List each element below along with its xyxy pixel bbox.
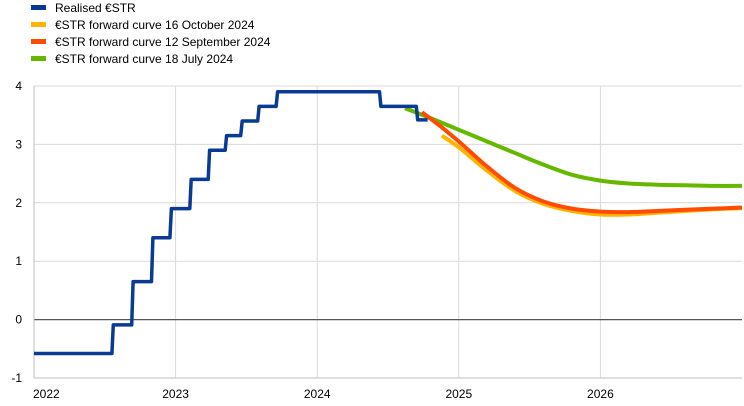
y-tick-label: 4 — [15, 79, 22, 93]
legend-label: Realised €STR — [55, 1, 136, 15]
x-tick-label: 2022 — [33, 387, 60, 401]
legend-label: €STR forward curve 16 October 2024 — [55, 18, 255, 32]
y-tick-label: 0 — [15, 313, 22, 327]
legend-swatch — [31, 22, 46, 27]
legend-label: €STR forward curve 18 July 2024 — [55, 52, 233, 66]
y-tick-label: 1 — [15, 254, 22, 268]
legend-swatch — [31, 39, 46, 44]
x-tick-label: 2024 — [304, 387, 331, 401]
y-tick-label: 3 — [15, 137, 22, 151]
legend-label: €STR forward curve 12 September 2024 — [55, 35, 271, 49]
series-line — [34, 90, 428, 356]
series-line — [420, 110, 743, 215]
y-tick-label: 2 — [15, 196, 22, 210]
y-tick-label: -1 — [11, 371, 22, 385]
x-tick-label: 2025 — [445, 387, 472, 401]
legend-swatch — [31, 5, 46, 10]
legend-swatch — [31, 56, 46, 61]
x-tick-label: 2023 — [162, 387, 189, 401]
series-line — [404, 106, 743, 188]
x-tick-label: 2026 — [587, 387, 614, 401]
